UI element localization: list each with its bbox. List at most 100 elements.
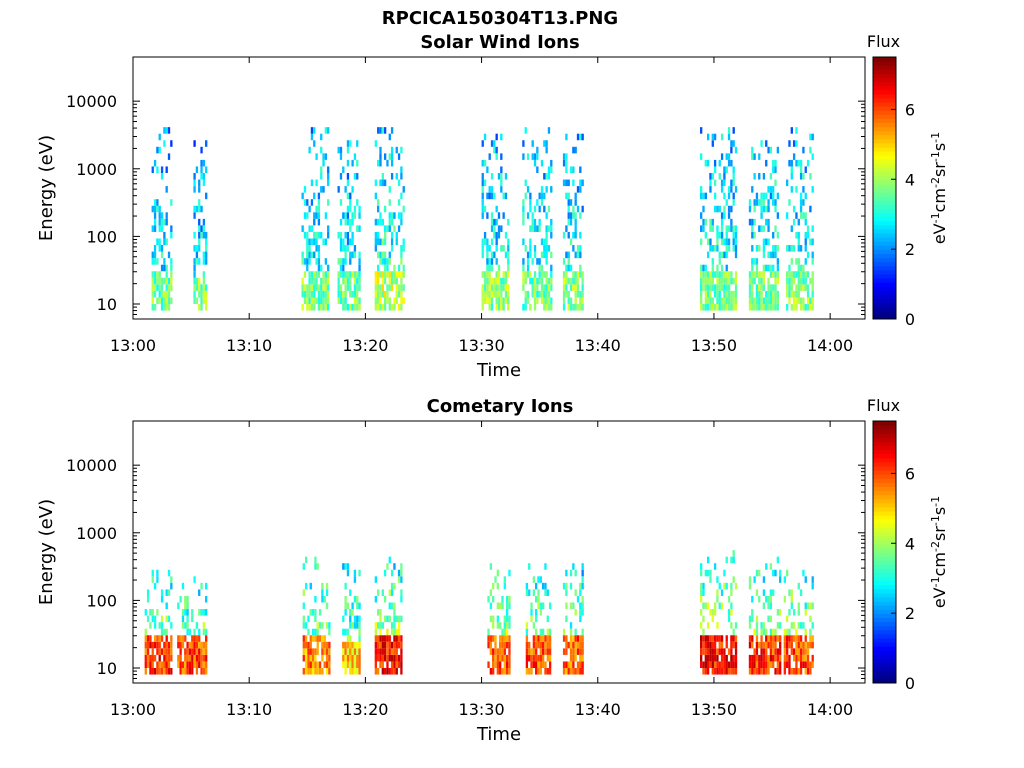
spectrogram-cell	[526, 290, 530, 298]
spectrogram-cell	[386, 563, 389, 570]
spectrogram-cell	[732, 556, 735, 564]
colorbar-tick-label: 0	[905, 310, 915, 329]
spectrogram-cell	[762, 264, 766, 272]
spectrogram-cell	[785, 271, 789, 278]
spectrogram-cell	[163, 127, 166, 134]
spectrogram-cell	[546, 589, 549, 596]
spectrogram-cell	[760, 140, 763, 147]
spectrogram-cell	[537, 589, 540, 596]
spectrogram-cell	[337, 186, 340, 193]
spectrogram-cell	[499, 648, 502, 655]
spectrogram-cell	[790, 602, 793, 610]
spectrogram-cell	[758, 245, 761, 252]
spectrogram-cell	[507, 238, 510, 246]
colorbar-swatch	[873, 511, 896, 516]
spectrogram-cell	[760, 290, 763, 298]
spectrogram-cell	[802, 648, 805, 655]
colorbar-tick-label: 4	[905, 170, 915, 189]
spectrogram-cell	[772, 304, 775, 311]
spectrogram-cell	[702, 192, 705, 200]
spectrogram-cell	[755, 192, 759, 200]
spectrogram-cell	[706, 668, 710, 675]
spectrogram-cell	[497, 277, 501, 285]
spectrogram-cell	[153, 225, 157, 232]
spectrogram-cell	[795, 284, 798, 291]
spectrogram-cell	[730, 297, 733, 304]
spectrogram-cell	[346, 602, 350, 610]
spectrogram-cell	[531, 153, 534, 160]
spectrogram-cell	[181, 609, 185, 616]
spectrogram-cell	[548, 654, 552, 662]
spectrogram-cell	[581, 602, 584, 610]
spectrogram-cell	[799, 635, 803, 642]
spectrogram-cell	[762, 589, 766, 596]
spectrogram-cell	[562, 231, 566, 239]
spectrogram-cell	[304, 641, 308, 649]
spectrogram-cell	[716, 225, 719, 232]
spectrogram-cell	[393, 271, 396, 278]
spectrogram-cell	[725, 153, 728, 160]
spectrogram-cell	[532, 635, 536, 642]
spectrogram-cell	[716, 284, 719, 291]
spectrogram-cell	[186, 654, 189, 662]
spectrogram-cell	[489, 563, 493, 570]
spectrogram-cell	[504, 284, 508, 291]
spectrogram-cell	[755, 628, 759, 636]
spectrogram-cell	[525, 661, 529, 668]
spectrogram-cell	[205, 192, 208, 200]
spectrogram-cell	[379, 218, 382, 226]
spectrogram-cell	[306, 258, 309, 265]
spectrogram-cell	[156, 277, 159, 285]
spectrogram-cell	[543, 140, 546, 147]
spectrogram-cell	[306, 212, 309, 219]
spectrogram-cell	[184, 622, 187, 629]
spectrogram-cell	[496, 661, 499, 668]
spectrogram-cell	[179, 648, 182, 655]
spectrogram-cell	[383, 297, 387, 304]
spectrogram-cell	[704, 284, 707, 291]
spectrogram-cell	[713, 661, 717, 668]
spectrogram-cell	[310, 297, 314, 304]
spectrogram-cell	[711, 140, 714, 147]
spectrogram-cell	[481, 212, 484, 219]
spectrogram-cell	[769, 661, 773, 668]
spectrogram-cell	[386, 615, 389, 623]
spectrogram-cell	[536, 258, 539, 265]
spectrogram-cell	[314, 648, 317, 655]
spectrogram-cell	[574, 569, 577, 577]
spectrogram-cell	[716, 231, 719, 239]
colorbar-swatch	[873, 662, 896, 668]
spectrogram-cell	[785, 641, 789, 649]
spectrogram-cell	[811, 622, 814, 629]
spectrogram-cell	[774, 284, 777, 291]
spectrogram-cell	[481, 192, 484, 200]
spectrogram-cell	[501, 602, 504, 610]
spectrogram-cell	[358, 602, 361, 610]
spectrogram-cell	[802, 569, 805, 577]
spectrogram-cell	[193, 186, 196, 193]
colorbar-swatch	[873, 646, 896, 651]
spectrogram-cell	[397, 654, 401, 662]
spectrogram-cell	[186, 609, 189, 616]
spectrogram-cell	[797, 290, 800, 298]
spectrogram-cell	[342, 648, 345, 655]
spectrogram-cell	[327, 173, 330, 180]
spectrogram-cell	[188, 654, 192, 662]
spectrogram-cell	[565, 179, 568, 187]
spectrogram-cell	[184, 602, 187, 610]
spectrogram-cell	[311, 668, 315, 675]
spectrogram-cell	[550, 277, 553, 285]
spectrogram-cell	[802, 212, 805, 219]
spectrogram-cell	[308, 304, 311, 311]
spectrogram-cell	[349, 225, 352, 232]
spectrogram-cell	[344, 602, 347, 610]
spectrogram-cell	[758, 277, 761, 285]
spectrogram-cell	[388, 225, 391, 232]
spectrogram-cell	[163, 654, 166, 662]
spectrogram-cell	[503, 648, 506, 655]
spectrogram-cell	[795, 628, 798, 636]
colorbar-swatch	[873, 241, 896, 246]
spectrogram-cell	[544, 635, 547, 642]
spectrogram-cell	[579, 212, 582, 219]
spectrogram-cell	[308, 277, 311, 285]
